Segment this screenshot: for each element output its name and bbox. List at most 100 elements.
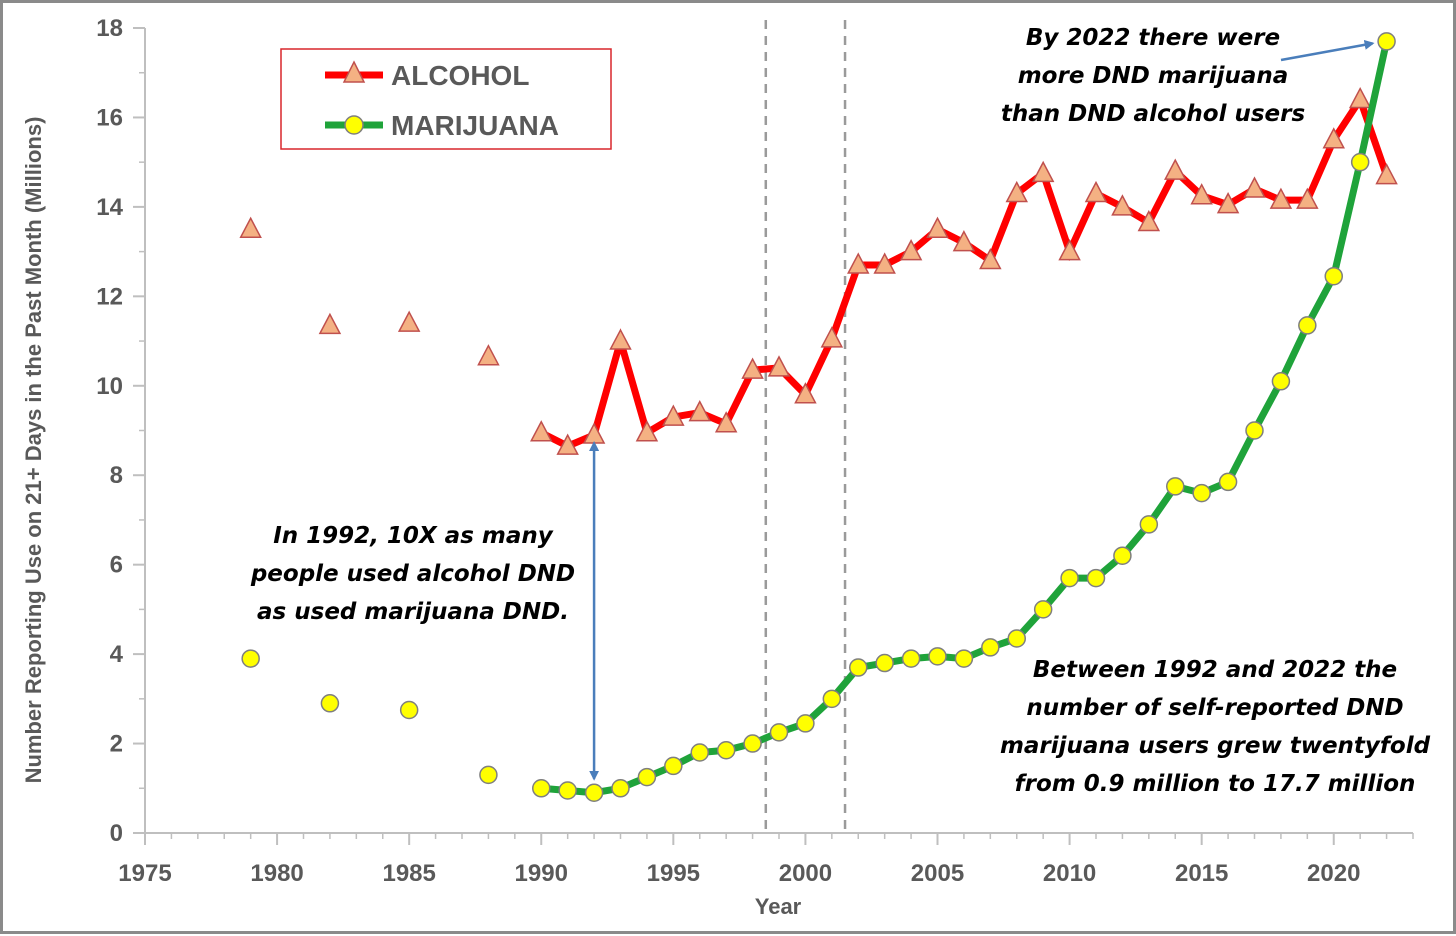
legend-marijuana-label: MARIJUANA [391, 110, 559, 141]
annotation-line: from 0.9 million to 17.7 million [1015, 771, 1416, 797]
series [239, 32, 1398, 802]
x-tick-label: 2000 [779, 860, 832, 887]
annotation-line: By 2022 there were [1026, 25, 1280, 51]
marijuana-point [1113, 546, 1132, 565]
alcohol-point [609, 328, 632, 350]
marijuana-point [954, 649, 974, 668]
alcohol-point [1216, 192, 1240, 214]
alcohol-point [582, 422, 606, 444]
alcohol-point [477, 344, 500, 366]
x-tick-label: 2005 [911, 860, 964, 887]
marijuana-point [1245, 421, 1264, 440]
alcohol-point [688, 400, 711, 422]
y-tick-label: 0 [110, 820, 123, 847]
marijuana-point [399, 700, 419, 720]
marijuana-point [875, 653, 894, 673]
annotation-arrows [589, 39, 1375, 781]
marijuana-point [716, 741, 736, 760]
alcohol-line [539, 91, 1390, 451]
alcohol-point [556, 433, 579, 455]
x-tick-label: 1995 [647, 860, 700, 887]
y-tick-label: 18 [96, 15, 123, 42]
chart-svg: 0 2 4 6 8 10 12 14 16 18 1975 1980 1985 1990 1995 2000 2… [21, 15, 1431, 919]
x-tick-label: 2015 [1175, 860, 1228, 887]
marijuana-point [1139, 515, 1159, 534]
x-axis-title: Year [755, 894, 802, 919]
alcohol-point [847, 252, 870, 274]
legend-alcohol-label: ALCOHOL [391, 60, 529, 91]
marijuana-point [241, 649, 260, 668]
marijuana-point [1350, 152, 1370, 172]
marijuana-point [796, 714, 815, 733]
alcohol-point [1005, 180, 1028, 203]
x-tick-label: 1990 [515, 860, 568, 887]
alcohol-point [1269, 187, 1293, 209]
legend-alcohol-marker [342, 60, 366, 83]
marijuana-point [611, 779, 630, 798]
alcohol-point [1375, 162, 1398, 185]
marijuana-point [1298, 316, 1317, 335]
x-tick-label: 1975 [118, 860, 171, 887]
marijuana-point [1060, 568, 1079, 588]
y-tick-label: 6 [110, 552, 123, 579]
alcohol-point [1348, 86, 1372, 109]
x-tick-label: 1980 [250, 860, 303, 887]
alcohol-point [873, 252, 896, 274]
annotation-line: Between 1992 and 2022 the [1033, 657, 1397, 683]
marijuana-point [1271, 372, 1291, 391]
y-tick-label: 12 [96, 283, 123, 310]
marijuana-point [1192, 483, 1211, 503]
legend-box [280, 48, 612, 150]
annotation-line: number of self-reported DND [1026, 695, 1403, 721]
alcohol-point [952, 230, 976, 252]
alcohol-point [1190, 183, 1213, 205]
alcohol-point [1031, 160, 1055, 183]
marijuana-point [1007, 629, 1026, 648]
annotation-line: marijuana users grew twentyfold [1000, 733, 1431, 759]
alcohol-point [635, 420, 659, 442]
alcohol-point [1084, 180, 1108, 203]
y-tick-label: 10 [96, 373, 123, 400]
alcohol-point [1243, 176, 1266, 198]
x-tick-label: 2010 [1043, 860, 1096, 887]
alcohol-point [1164, 158, 1187, 180]
alcohol-point [1296, 187, 1319, 209]
marijuana-point [690, 743, 709, 762]
annotation-bottom-right: Between 1992 and 2022 the number of self… [1000, 657, 1431, 797]
x-tick-label: 2020 [1307, 860, 1360, 887]
alcohol-point [794, 382, 817, 404]
alcohol-point [1322, 127, 1345, 149]
marijuana-point [901, 649, 921, 668]
marijuana-point [1324, 266, 1343, 286]
y-tick-label: 4 [110, 641, 124, 668]
y-tick-label: 2 [110, 731, 123, 758]
y-axis-title: Number Reporting Use on 21+ Days in the … [21, 117, 46, 784]
alcohol-point [662, 404, 685, 426]
y-tick-label: 14 [96, 194, 123, 221]
annotation-line: as used marijuana DND. [257, 599, 569, 625]
marijuana-point [1086, 568, 1106, 588]
alcohol-point [1137, 209, 1161, 232]
marijuana-point [1377, 32, 1396, 51]
legend-item-alcohol: ALCOHOL [325, 60, 529, 91]
series-marijuana [241, 32, 1396, 802]
y-tick-label: 16 [96, 104, 123, 131]
alcohol-point [979, 247, 1002, 270]
legend-marijuana-marker [344, 115, 364, 135]
marijuana-point [479, 765, 498, 785]
legend: ALCOHOL MARIJUANA [280, 48, 612, 150]
marijuana-point [532, 779, 551, 798]
annotation-top-right: By 2022 there were more DND marijuana th… [1001, 25, 1305, 127]
alcohol-point [820, 326, 844, 348]
reference-lines [764, 20, 847, 833]
alcohol-point [899, 239, 923, 261]
axes: 0 2 4 6 8 10 12 14 16 18 1975 1980 1985 1990 1995 2000 2… [96, 15, 1414, 887]
alcohol-point [741, 357, 764, 379]
alcohol-point [1111, 194, 1134, 216]
marijuana-point [981, 638, 1000, 657]
marijuana-point [558, 781, 577, 800]
alcohol-point [397, 310, 421, 332]
alcohol-point [530, 420, 553, 442]
marijuana-point [637, 767, 657, 787]
